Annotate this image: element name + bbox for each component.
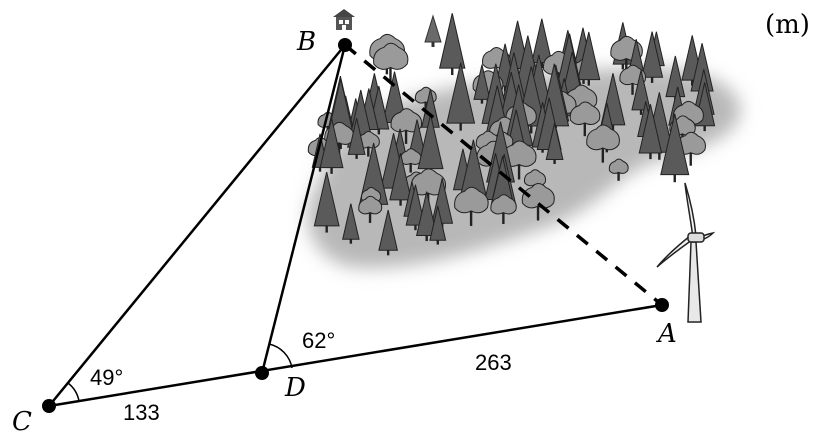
angle-arc-C (67, 382, 80, 402)
angle-arc-D (268, 343, 293, 369)
conifer-tree (446, 62, 476, 131)
point-C (42, 399, 56, 413)
conifer-tree (545, 123, 564, 164)
deciduous-tree (358, 195, 383, 223)
conifer-tree (638, 104, 663, 160)
label-B: B (296, 27, 316, 57)
conifer-tree (660, 113, 690, 183)
segment-DB (260, 44, 347, 374)
conifer-tree (439, 13, 466, 76)
conifer-tree (641, 31, 664, 83)
conifer-tree (531, 18, 553, 69)
conifer-tree (405, 184, 426, 231)
angle-label-C: 49° (90, 365, 123, 390)
deciduous-tree (390, 108, 423, 144)
forest-illustration (307, 13, 741, 269)
length-label-CD: 133 (123, 400, 160, 425)
house-icon (333, 9, 355, 30)
deciduous-tree (521, 183, 555, 221)
point-B (338, 38, 352, 52)
deciduous-tree (608, 158, 629, 181)
conifer-tree (342, 203, 360, 244)
conifer-tree (473, 64, 491, 104)
label-C: C (12, 407, 32, 437)
segment-CA (48, 303, 663, 408)
deciduous-tree (454, 186, 489, 226)
conifer-tree (415, 191, 438, 242)
deciduous-tree (400, 148, 422, 173)
deciduous-tree (502, 140, 537, 180)
deciduous-tree (373, 42, 409, 83)
deciduous-tree (586, 124, 620, 163)
tree-icon (424, 14, 442, 47)
conifer-tree (631, 70, 651, 115)
angle-label-D: 62° (302, 328, 335, 353)
point-A (655, 298, 669, 312)
segment-BA-dashed (343, 43, 664, 307)
deciduous-tree (569, 101, 601, 137)
label-A: A (656, 319, 677, 349)
label-D: D (284, 373, 306, 403)
unit-label: (m) (765, 10, 810, 40)
conifer-tree (319, 118, 344, 174)
conifer-tree (389, 153, 412, 206)
conifer-tree (577, 31, 601, 86)
deciduous-tree (490, 194, 517, 225)
conifer-tree (347, 118, 366, 159)
segment-CB (48, 44, 346, 407)
deciduous-tree (675, 131, 706, 166)
point-D (255, 366, 269, 380)
conifer-tree (378, 209, 399, 256)
conifer-tree (313, 171, 340, 233)
conifer-tree (429, 205, 447, 245)
wind-turbine-icon (656, 182, 716, 323)
length-label-DA: 263 (475, 350, 512, 375)
